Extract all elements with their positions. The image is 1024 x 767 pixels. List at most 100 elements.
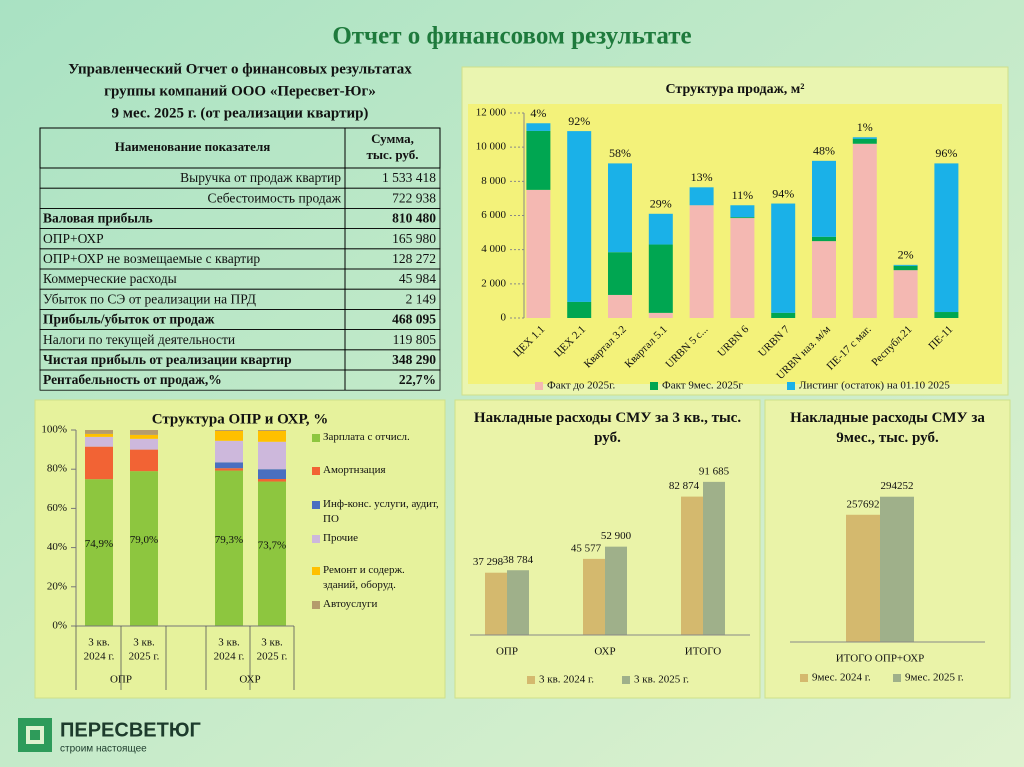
slide-title: Отчет о финансовом результате — [332, 23, 691, 50]
y-tick-label: 8 000 — [481, 175, 506, 187]
row-value: 810 480 — [392, 211, 436, 226]
x-tick-label: 3 кв. — [261, 637, 283, 649]
row-value: 2 149 — [406, 291, 437, 306]
legend-label-box: Амортнзация — [323, 464, 386, 476]
y-tick-label: 0% — [52, 620, 67, 632]
bar-segment — [526, 130, 551, 190]
bar-segment — [608, 294, 632, 318]
bar — [846, 514, 880, 642]
bar-segment — [689, 205, 714, 318]
legend-label: Автоуслуги — [323, 598, 378, 610]
value-label: 82 874 — [669, 480, 700, 492]
legend-label-box: Зарплата с отчисл. — [323, 431, 410, 443]
logo-tagline: строим настоящее — [60, 744, 147, 755]
legend-swatch — [622, 676, 630, 684]
row-value: 22,7% — [399, 372, 436, 387]
value-label: 91 685 — [699, 465, 730, 477]
logo-icon — [18, 718, 52, 752]
y-tick-label: 0 — [501, 312, 507, 324]
chart-title: Структура продаж, м² — [665, 82, 804, 97]
bar-segment — [852, 138, 877, 144]
report-heading: Управленческий Отчет о финансовых резуль… — [68, 61, 412, 77]
row-name: Чистая прибыль от реализации квартир — [43, 352, 292, 367]
bar-segment — [608, 252, 632, 295]
x-tick-label: 3 кв. — [133, 637, 155, 649]
share-label: 48% — [813, 144, 835, 158]
x-tick-label: 3 кв. — [88, 637, 110, 649]
value-label: 79,3% — [215, 534, 243, 546]
row-value: 165 980 — [392, 231, 436, 246]
x-tick-label: ОХР — [594, 646, 615, 658]
bar-segment — [934, 312, 959, 318]
bar-segment — [730, 218, 755, 318]
bar-segment — [215, 440, 243, 463]
legend-label: Прочие — [323, 532, 358, 544]
bar-segment — [648, 213, 673, 245]
bar-segment — [526, 189, 551, 318]
legend-swatch — [312, 434, 320, 442]
y-tick-label: 20% — [47, 580, 67, 592]
column-header: Наименование показателя — [115, 139, 271, 154]
bar-segment — [85, 446, 113, 480]
y-tick-label: 100% — [41, 424, 67, 436]
legend-swatch — [893, 674, 901, 682]
legend-label: Амортнзация — [323, 464, 386, 476]
legend-label: Факт 9мес. 2025г — [662, 380, 743, 392]
bar-segment — [852, 137, 877, 139]
row-value: 348 290 — [392, 352, 436, 367]
share-label: 4% — [530, 106, 546, 120]
bar — [507, 570, 529, 635]
row-name: Рентабельность от продаж,% — [43, 372, 222, 387]
row-name: ОПР+ОХР не возмещаемые с квартир — [43, 251, 260, 266]
bar-segment — [730, 217, 755, 219]
value-label: 74,9% — [85, 538, 113, 550]
x-tick-label: ОПР — [496, 646, 518, 658]
legend-label: 3 кв. 2025 г. — [634, 674, 689, 686]
chart-title: Накладные расходы СМУ за 3 кв., тыс. руб… — [473, 410, 742, 446]
bar-segment — [893, 270, 918, 318]
row-value: 45 984 — [399, 271, 436, 286]
column-header: Сумма, — [371, 131, 414, 146]
legend-label-box: Инф-конс. услуги, аудит, ПО — [323, 498, 439, 525]
bar-segment — [85, 479, 113, 626]
y-tick-label: 6 000 — [481, 209, 506, 221]
bar — [703, 481, 725, 635]
row-value: 468 095 — [392, 312, 436, 327]
bar-segment — [215, 470, 243, 626]
bar-segment — [85, 436, 113, 447]
bar-segment — [852, 143, 877, 318]
x-tick-label: 2025 г. — [129, 651, 160, 663]
x-tick-label: 3 кв. — [218, 637, 240, 649]
chart-title-box: Накладные расходы СМУ за 3 кв., тыс. руб… — [473, 410, 742, 446]
chart-title-box: Накладные расходы СМУ за 9мес., тыс. руб… — [790, 410, 985, 446]
bar-segment — [934, 163, 959, 313]
row-name: Налоги по текущей деятельности — [43, 332, 235, 347]
row-name: Валовая прибыль — [43, 211, 153, 226]
legend-label: Зарплата с отчисл. — [323, 431, 410, 443]
row-value: 1 533 418 — [382, 170, 436, 185]
value-label: 52 900 — [601, 530, 632, 542]
logo-name: ПЕРЕСВЕТЮГ — [60, 719, 201, 741]
legend-swatch — [312, 535, 320, 543]
share-label: 1% — [857, 120, 873, 134]
row-name: Себестоимость продаж — [208, 190, 342, 205]
share-label: 2% — [898, 248, 914, 262]
legend-swatch — [312, 567, 320, 575]
bar-segment — [130, 430, 158, 435]
bar-segment — [130, 438, 158, 450]
bar-segment — [130, 471, 158, 626]
legend-swatch — [535, 382, 543, 390]
bar-segment — [258, 430, 286, 442]
legend-label-box: Автоуслуги — [323, 598, 378, 610]
bar-segment — [215, 430, 243, 441]
row-name: Выручка от продаж квартир — [180, 170, 341, 185]
bar-segment — [648, 312, 673, 318]
value-label: 45 577 — [571, 542, 602, 554]
share-label: 96% — [935, 146, 957, 160]
legend-swatch — [787, 382, 795, 390]
chart-title: Структура ОПР и ОХР, % — [152, 411, 329, 427]
bar-segment — [648, 244, 673, 313]
bar — [880, 496, 914, 642]
value-label: 73,7% — [258, 539, 286, 551]
value-label: 37 298 — [473, 556, 504, 568]
